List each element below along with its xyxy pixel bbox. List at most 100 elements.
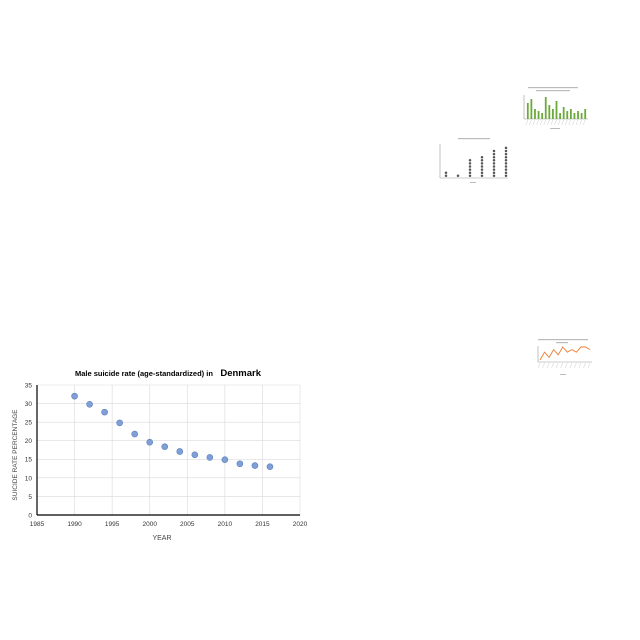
thumbnail-line-tick (574, 362, 577, 369)
thumbnail-dot (492, 165, 496, 168)
thumbnail-bar-tick (525, 119, 529, 126)
thumbnail-bar-tick (565, 119, 568, 126)
grid-lines (37, 384, 301, 515)
thumbnail-bar (541, 113, 544, 119)
data-point (176, 448, 184, 455)
data-point (116, 419, 123, 427)
thumbnail-line-xlabel-line (560, 374, 566, 375)
thumbnail-dot (444, 171, 448, 174)
y-tick-label: 0 (28, 512, 32, 519)
x-tick-label: 1985 (30, 521, 45, 528)
axes (36, 385, 300, 516)
thumbnail-dot (480, 155, 484, 159)
thumbnail-dot (504, 159, 508, 162)
thumbnail-dot-xlabel-line (470, 182, 476, 183)
data-point (131, 430, 138, 438)
thumbnail-bar-tick (557, 119, 561, 126)
thumbnail-dot (468, 165, 472, 168)
thumbnail-dot (492, 159, 496, 162)
y-tick-label: 25 (25, 420, 33, 427)
x-tick-label: 2010 (218, 521, 233, 528)
thumbnail-bar-tick (539, 119, 543, 126)
data-point (206, 454, 214, 461)
thumbnail-bar-tick (554, 119, 557, 126)
thumbnail-dot (492, 174, 496, 178)
data-point (251, 462, 259, 469)
thumbnail-line-tick (555, 362, 559, 369)
thumbnail-dot (480, 171, 484, 174)
data-point (266, 463, 274, 471)
thumbnail-bar (555, 101, 558, 119)
thumbnail-dot (468, 162, 472, 165)
thumbnail-bar (559, 113, 561, 119)
thumbnail-dot (492, 149, 496, 153)
thumbnail-bar-tick (582, 119, 586, 126)
data-point (146, 438, 154, 446)
thumbnail-bar-tick (575, 119, 579, 126)
thumbnail-bar-tick (536, 119, 539, 126)
thumbnail-dot (504, 162, 508, 165)
data-point (101, 408, 108, 416)
tick-labels: 0 5 10 15 20 25 30 35 1985 1990 1995 2000 2005 2010 20… (25, 382, 308, 528)
data-point (71, 392, 78, 400)
thumbnail-dot (456, 174, 460, 178)
thumbnail-line-tick (551, 362, 554, 369)
thumbnail-bar-tick (579, 119, 582, 126)
thumbnail-line-tick (537, 362, 541, 369)
thumbnail-line-tick (542, 362, 545, 369)
chart-title-emphasis: Denmark (220, 368, 261, 379)
data-points (71, 392, 274, 471)
thumbnail-dot-plot (439, 138, 508, 183)
data-point (236, 460, 244, 468)
data-point (86, 401, 93, 408)
thumbnail-dot (504, 146, 508, 150)
thumbnail-dot (444, 174, 448, 178)
thumbnail-line-tick (587, 362, 591, 369)
y-tick-label: 5 (28, 494, 32, 501)
thumbnail-bar (548, 105, 551, 119)
thumbnail-dot (504, 168, 508, 171)
thumbnail-dot (504, 174, 508, 178)
thumbnail-dot (468, 171, 472, 174)
thumbnail-dot (468, 174, 472, 178)
thumbnail-dot (480, 174, 484, 178)
thumbnail-line-tick (565, 362, 568, 369)
thumbnail-dot (492, 162, 496, 165)
thumbnail-bar (552, 109, 554, 119)
thumbnail-line-tick (560, 362, 563, 369)
thumbnail-line-tick (546, 362, 550, 369)
thumbnail-dot (492, 171, 496, 174)
thumbnail-bar (566, 111, 569, 119)
x-axis-label: YEAR (152, 535, 171, 542)
thumbnail-bar (530, 99, 533, 119)
thumbnail-dot (492, 168, 496, 171)
thumbnail-dot (504, 171, 508, 174)
thumbnail-bar (562, 107, 565, 119)
thumbnail-bar-chart (523, 87, 588, 129)
thumbnail-bar (573, 113, 576, 119)
thumbnail-bar-xlabel-line (550, 128, 560, 129)
thumbnail-line-title-lines (538, 339, 588, 344)
thumbnail-dot (468, 168, 472, 171)
thumbnail-bar-title-lines (528, 87, 578, 92)
thumbnail-bar (584, 109, 587, 119)
thumbnail-bar-tick (550, 119, 554, 126)
x-tick-label: 2020 (293, 521, 308, 528)
thumbnail-bar-tick (532, 119, 536, 126)
data-point (191, 451, 199, 459)
thumbnail-bar (534, 109, 536, 119)
y-tick-label: 10 (25, 475, 33, 482)
thumbnail-line-tick (578, 362, 582, 369)
chart-title: Male suicide rate (age-standardized) in … (75, 363, 262, 380)
thumbnail-line-tick (569, 362, 573, 369)
thumbnail-dot (504, 152, 508, 156)
chart-title-prefix: Male suicide rate (age-standardized) in (75, 369, 213, 378)
thumbnail-dot (504, 155, 508, 159)
thumbnail-dot (480, 162, 484, 165)
x-tick-label: 2000 (142, 521, 157, 528)
thumbnail-bar-tick (547, 119, 550, 126)
y-tick-label: 20 (25, 438, 33, 445)
thumbnail-line-series (539, 346, 591, 361)
thumbnail-bar-tick (572, 119, 575, 126)
x-tick-label: 2005 (180, 521, 195, 528)
